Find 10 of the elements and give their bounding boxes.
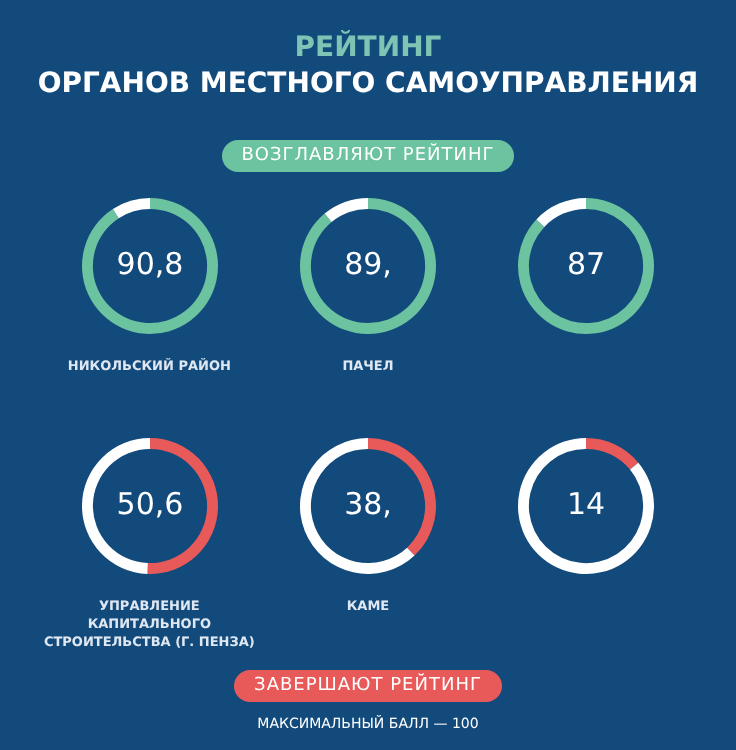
text: ЗАВЕРШАЮТ РЕЙТИНГ: [234, 670, 502, 702]
data-label: 89,: [344, 245, 392, 282]
data-label: 50,6: [115, 485, 183, 522]
data-label: 87: [567, 245, 606, 282]
text: ВОЗГЛАВЛЯЮТ РЕЙТИНГ: [221, 140, 515, 172]
text: ОРГАНОВ МЕСТНОГО САМОУПРАВЛЕНИЯ: [35, 68, 701, 100]
data-label: 90,8: [115, 245, 183, 282]
data-label: 38,: [344, 485, 392, 522]
text: РЕЙТИНГ: [292, 32, 444, 64]
data-label: 14: [567, 485, 606, 522]
